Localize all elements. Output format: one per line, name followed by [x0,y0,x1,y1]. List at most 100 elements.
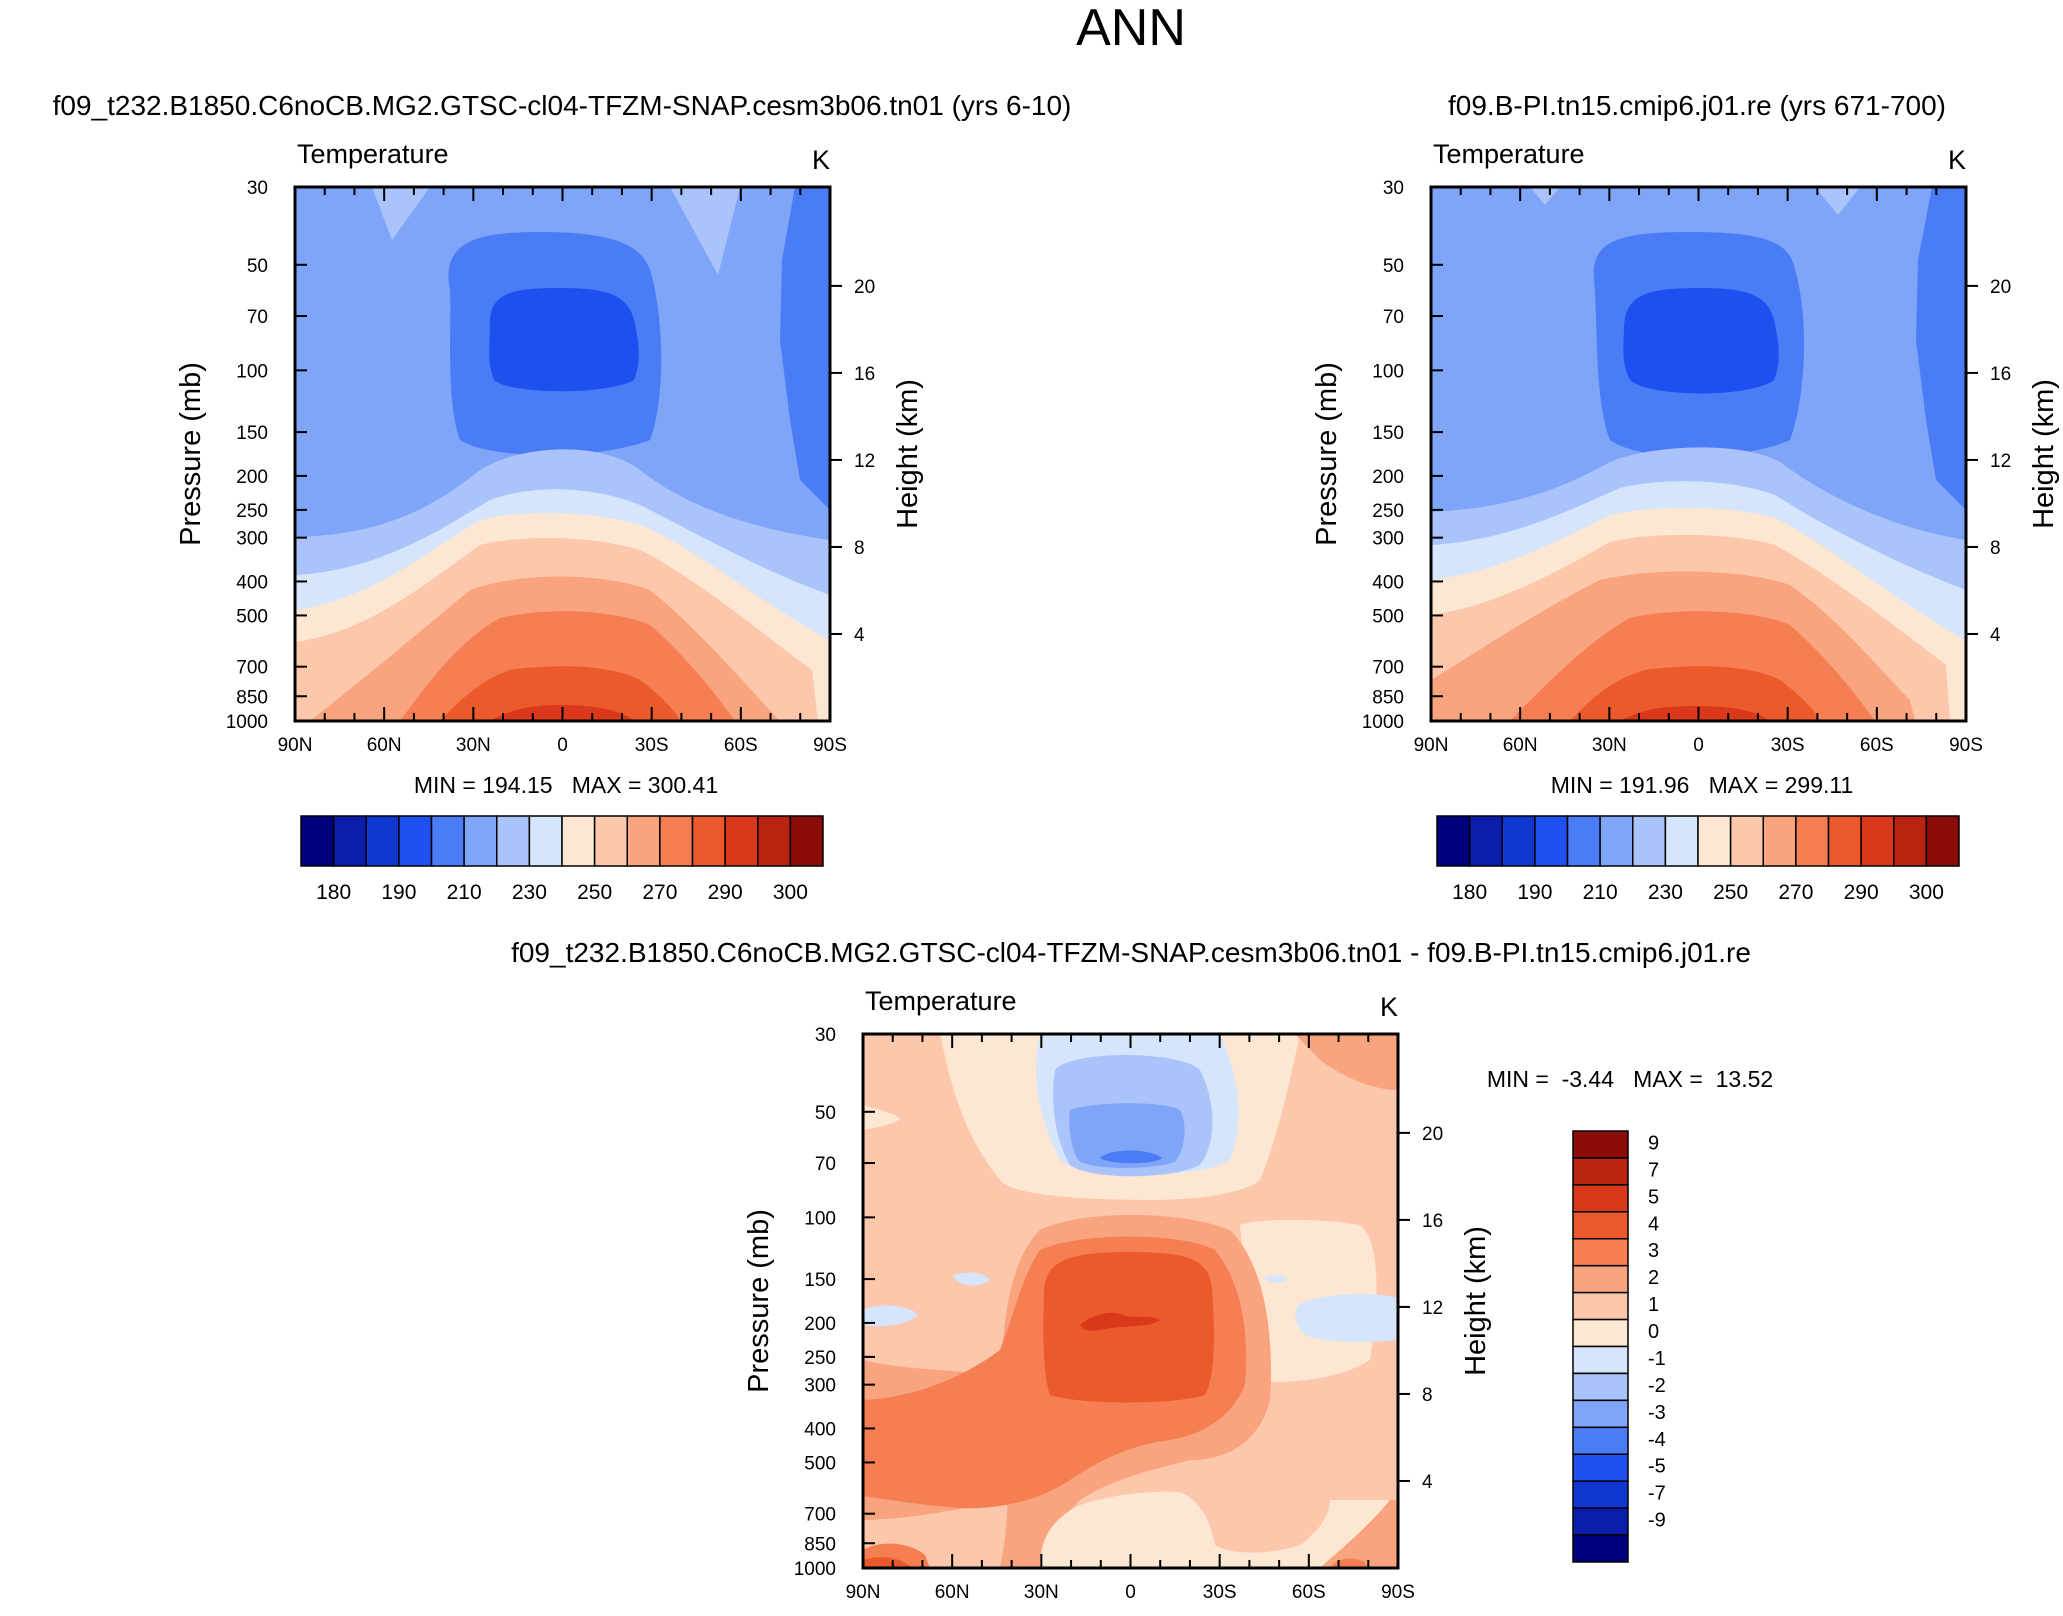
colorbar-swatch [1729,815,1764,867]
colorbar-swatch [1827,815,1862,867]
contour-fill-band [1100,1150,1162,1164]
colorbar-label: 180 [1452,881,1487,904]
x-tick-label: 60S [724,735,758,756]
contour-fill-band [1815,187,1860,215]
latitude-axis: 90N 60N 30N 0 30S 60S 90S [278,735,847,756]
variable-label: Temperature [865,986,1017,1016]
colorbar-label: 290 [708,881,743,904]
colorbar-label: 9 [1648,1132,1659,1154]
y-tick-label: 200 [804,1314,836,1335]
y-axis-label: Pressure (mb) [743,1209,775,1393]
colorbar-swatch [1860,815,1895,867]
colorbar-label: 4 [1648,1213,1659,1235]
colorbar-label: 290 [1844,881,1879,904]
contour-fill-band [1570,666,1820,721]
height-tick-label: 4 [854,625,865,646]
colorbar-label: 1 [1648,1294,1659,1316]
y-tick-label: 250 [804,1348,836,1369]
y-tick-label: 500 [1372,606,1404,627]
colorbar-label: 230 [1648,881,1683,904]
y-tick-label: 50 [1383,256,1404,277]
x-tick-label: 60S [1860,735,1894,756]
colorbar-swatch [1566,815,1601,867]
colorbar-swatch [724,815,759,867]
y-tick-label: 50 [247,256,268,277]
y-tick-label: 1000 [794,1559,836,1580]
x-tick-label: 90N [1414,735,1449,756]
contour-fill-band [1295,1034,1398,1090]
height-tick-label: 16 [1990,364,2011,385]
colorbar-swatch [300,815,335,867]
x-tick-label: 60N [1503,735,1538,756]
x-tick-label: 90S [1949,735,1983,756]
contour-fill-band [1530,187,1560,205]
colorbar-label: -2 [1648,1375,1666,1397]
colorbar-swatch [1572,1238,1629,1267]
x-tick-label: 30N [1592,735,1627,756]
height-tick-label: 20 [1422,1124,1443,1145]
colorbar-swatch [1572,1534,1629,1563]
colorbar-label: 210 [447,881,482,904]
pressure-axis: 30 50 70 100 150 200 250 300 400 500 700 850 1000 [226,178,268,733]
height-tick-label: 8 [1422,1385,1433,1406]
x-tick-label: 30N [1024,1582,1059,1603]
y-tick-label: 500 [804,1453,836,1474]
pressure-axis: 30 50 70 100 150 200 250 300 400 500 700 850 1000 [1362,178,1404,733]
y-tick-label: 250 [1372,501,1404,522]
x-tick-label: 90N [278,735,313,756]
y-tick-label: 850 [1372,687,1404,708]
y-tick-label: 850 [236,687,268,708]
colorbar-label: 3 [1648,1240,1659,1262]
contour-fill-band [863,1305,918,1327]
panel-case-title: f09.B-PI.tn15.cmip6.j01.re (yrs 671-700) [1448,90,1946,121]
contour-fill-band [1620,706,1770,721]
colorbar-label: 5 [1648,1186,1659,1208]
y-tick-label: 1000 [226,712,268,733]
y-tick-label: 400 [804,1419,836,1440]
height-tick-label: 12 [1422,1298,1443,1319]
colorbar-label: 0 [1648,1321,1659,1343]
y-tick-label: 250 [236,501,268,522]
height-tick-label: 12 [854,451,875,472]
colorbar-swatch [1572,1157,1629,1186]
colorbar-swatch [691,815,726,867]
contour-fill-band [1264,1275,1288,1283]
colorbar-label: 300 [1909,881,1944,904]
y-axis-right-label: Height (km) [1460,1226,1492,1376]
colorbar-label: 2 [1648,1267,1659,1289]
x-tick-label: 90S [1381,1582,1415,1603]
colorbar-swatch [1572,1399,1629,1429]
colorbar-swatch [1436,815,1471,867]
colorbar-label: 210 [1583,881,1618,904]
colorbar-swatch [757,815,792,867]
y-tick-label: 30 [247,178,268,199]
x-tick-label: 30S [1203,1582,1237,1603]
y-tick-label: 200 [1372,467,1404,488]
height-tick-label: 8 [1990,538,2001,559]
colorbar-swatch [463,815,498,867]
colorbar-swatch [496,815,531,867]
panel-difference-temperature: f09_t232.B1850.C6noCB.MG2.GTSC-cl04-TFZM… [511,937,1773,1603]
panel-reference-temperature: f09.B-PI.tn15.cmip6.j01.re (yrs 671-700)… [1311,90,2060,904]
contour-fill-band [1320,1500,1398,1568]
colorbar-label: 190 [1517,881,1552,904]
colorbar-swatch [593,815,628,867]
colorbar-swatch [1572,1480,1629,1509]
height-tick-label: 4 [1422,1472,1433,1493]
y-tick-label: 300 [804,1376,836,1397]
colorbar-label: -7 [1648,1483,1666,1505]
colorbar-swatch [1664,815,1699,867]
colorbar-label: -4 [1648,1429,1666,1451]
height-tick-label: 12 [1990,451,2011,472]
x-tick-label: 60N [935,1582,970,1603]
colorbar-swatch [1572,1211,1629,1240]
min-max-stats: MIN = -3.44 MAX = 13.52 [1487,1066,1773,1092]
units-label: K [1380,992,1398,1022]
colorbar-swatch [1572,1453,1629,1482]
y-tick-label: 100 [236,361,268,382]
x-tick-label: 60N [367,735,402,756]
y-tick-label: 400 [236,572,268,593]
x-tick-label: 60S [1292,1582,1326,1603]
y-tick-label: 70 [247,307,268,328]
